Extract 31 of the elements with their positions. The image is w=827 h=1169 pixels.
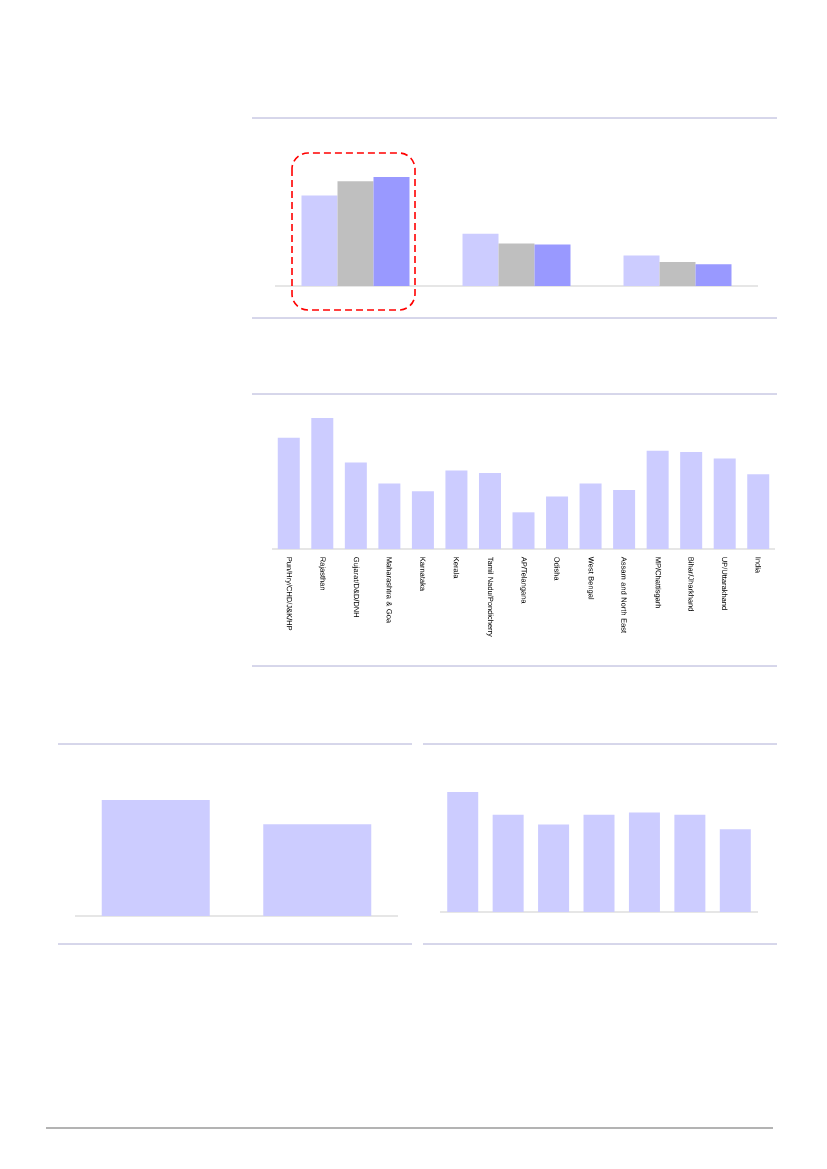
bar xyxy=(447,792,479,913)
bar xyxy=(311,418,334,550)
bar xyxy=(373,177,410,286)
bar xyxy=(512,512,535,550)
bar xyxy=(378,483,401,550)
bar xyxy=(344,462,367,550)
bar xyxy=(646,450,669,550)
bar xyxy=(719,829,751,913)
bar xyxy=(478,473,501,550)
bar xyxy=(583,814,615,913)
bar xyxy=(546,496,569,550)
bar xyxy=(445,470,468,550)
bar xyxy=(659,262,696,286)
bar xyxy=(301,195,338,286)
bar xyxy=(680,452,703,550)
bar xyxy=(462,233,499,286)
bar xyxy=(411,491,434,550)
bar xyxy=(534,244,571,286)
bar xyxy=(628,812,660,913)
bar xyxy=(277,437,300,550)
bar xyxy=(498,243,535,286)
bar xyxy=(713,458,736,550)
bar xyxy=(613,490,636,550)
bar xyxy=(674,814,706,913)
bar xyxy=(538,824,570,913)
bar xyxy=(695,264,732,286)
bar xyxy=(747,474,770,550)
bar xyxy=(623,255,660,286)
bar xyxy=(579,483,602,550)
bar xyxy=(492,814,524,913)
bar xyxy=(337,181,374,286)
